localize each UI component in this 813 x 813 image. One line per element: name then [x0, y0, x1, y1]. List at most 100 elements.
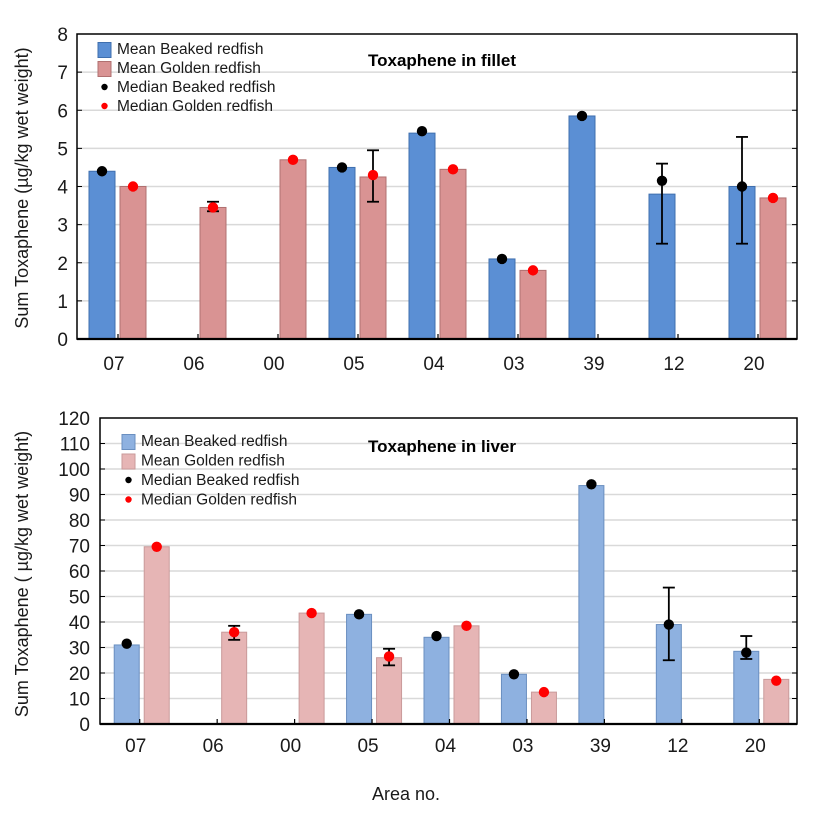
legend-label: Median Golden redfish [141, 492, 297, 509]
median-point-golden [461, 620, 472, 632]
y-tick-label: 3 [57, 216, 68, 237]
legend-marker-median-golden [101, 102, 108, 110]
legend-marker-median-beaked [125, 476, 132, 484]
legend-label: Mean Golden redfish [117, 60, 261, 77]
x-tick-label: 00 [280, 736, 301, 757]
legend-swatch-mean-golden [97, 61, 112, 77]
legend-label: Median Beaked redfish [117, 79, 276, 96]
y-tick-label: 5 [57, 139, 68, 160]
median-point-beaked [741, 647, 752, 658]
chart-title: Toxaphene in fillet [368, 51, 516, 70]
bar-mean-beaked [568, 115, 596, 340]
y-tick-label: 100 [58, 460, 90, 481]
y-tick-label: 70 [69, 537, 90, 558]
x-tick-labels: 07 06 00 05 04 03 39 12 20 [103, 354, 764, 375]
y-axis-title: Sum Toxaphene (µg/kg wet weight) [12, 47, 32, 328]
median-point-beaked [96, 166, 108, 177]
legend-label: Mean Beaked redfish [141, 433, 287, 450]
legend-marker-median-beaked [101, 83, 108, 91]
bar-mean-beaked [328, 166, 356, 340]
x-tick-label: 00 [263, 354, 284, 375]
bar-mean-beaked [488, 258, 516, 340]
bar-mean-golden [119, 186, 147, 340]
plot-frame [99, 417, 798, 726]
median-point-beaked [431, 630, 442, 642]
x-tick-label: 06 [203, 736, 224, 757]
bar-mean-golden [359, 176, 387, 340]
bar-mean-golden [279, 159, 307, 340]
legend-label: Mean Golden redfish [141, 453, 285, 470]
median-point-beaked [336, 162, 348, 173]
median-point-golden [767, 192, 779, 204]
median-point-golden [228, 627, 240, 638]
chart-title: Toxaphene in liver [368, 437, 516, 456]
x-tick-label: 05 [357, 736, 378, 757]
y-tick-label: 0 [79, 715, 90, 736]
x-tick-label: 39 [583, 354, 604, 375]
median-point-golden [538, 686, 550, 698]
y-tick-label: 40 [69, 613, 90, 634]
x-tick-label: 20 [743, 354, 764, 375]
legend-swatch-mean-golden [121, 453, 136, 470]
median-point-golden [771, 675, 782, 686]
legend-label: Median Beaked redfish [141, 472, 300, 489]
legend: Mean Beaked redfish Mean Golden redfish Me… [97, 41, 276, 115]
median-point-beaked [576, 110, 588, 122]
median-point-beaked [586, 479, 597, 490]
y-axis-title: Sum Toxaphene ( µg/kg wet weight) [12, 431, 32, 717]
legend-label: Mean Beaked redfish [117, 41, 263, 58]
bar-mean-golden [530, 691, 557, 725]
legend-swatch-mean-beaked [121, 434, 136, 450]
x-tick-label: 39 [590, 736, 611, 757]
y-tick-label: 60 [69, 562, 90, 583]
median-point-beaked [508, 669, 520, 680]
bar-mean-beaked [423, 636, 450, 725]
y-tick-label: 7 [57, 63, 68, 84]
median-points [96, 110, 779, 276]
y-tick-label: 8 [57, 25, 68, 46]
legend-label: Median Golden redfish [117, 98, 273, 115]
median-point-golden [447, 164, 459, 175]
x-tick-label: 07 [103, 354, 124, 375]
median-point-beaked [121, 638, 132, 649]
y-tick-label: 90 [69, 486, 90, 507]
median-point-beaked [416, 126, 428, 137]
x-axis-title: Area no. [372, 784, 440, 804]
bars [88, 115, 787, 340]
x-tick-label: 04 [423, 354, 445, 375]
plot-frame [76, 33, 798, 341]
bar-mean-golden [199, 206, 227, 340]
median-points [121, 479, 782, 698]
y-tick-label: 2 [57, 254, 68, 275]
bar-mean-golden [519, 269, 547, 340]
bar-mean-beaked [500, 673, 527, 725]
x-tick-label: 12 [663, 354, 684, 375]
x-tick-label: 05 [343, 354, 364, 375]
y-tick-label: 120 [58, 409, 90, 430]
x-tick-label: 20 [745, 736, 766, 757]
median-point-golden [306, 607, 317, 619]
bar-mean-golden [453, 625, 480, 725]
y-tick-label: 50 [69, 588, 90, 609]
median-point-beaked [353, 609, 365, 620]
y-tick-label: 4 [57, 178, 68, 199]
bars [113, 485, 790, 725]
bar-mean-beaked [88, 170, 116, 340]
bar-mean-golden [759, 197, 787, 340]
median-point-golden [151, 541, 162, 552]
bar-mean-beaked [408, 132, 436, 340]
x-tick-label: 04 [435, 736, 457, 757]
bar-mean-beaked [346, 613, 373, 725]
bar-mean-golden [143, 546, 170, 725]
bar-mean-golden [298, 612, 325, 725]
y-tick-label: 1 [57, 292, 68, 313]
x-tick-label: 07 [125, 736, 146, 757]
bar-mean-beaked [113, 644, 140, 725]
y-tick-label: 20 [69, 664, 90, 685]
bar-mean-beaked [733, 650, 760, 725]
median-point-golden [207, 202, 219, 213]
x-tick-label: 03 [503, 354, 524, 375]
